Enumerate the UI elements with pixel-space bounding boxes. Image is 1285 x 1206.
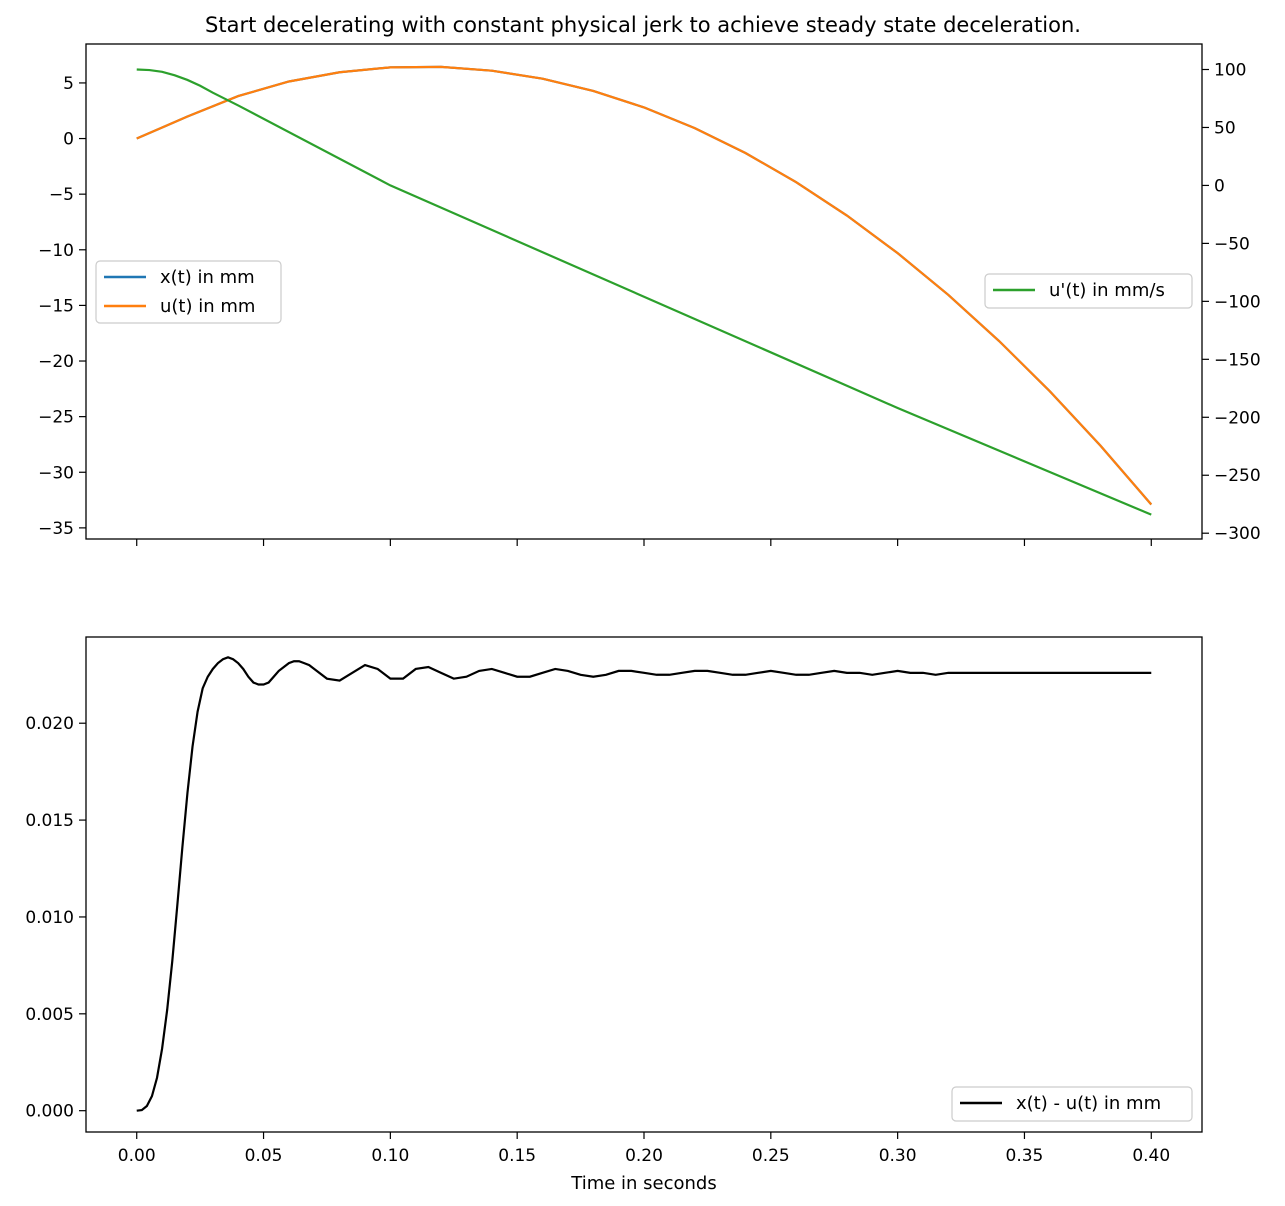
series-line-2 xyxy=(136,68,1152,516)
x-tick-label-7: 0.35 xyxy=(1006,1146,1044,1166)
chart-title: Start decelerating with constant physica… xyxy=(205,13,1081,37)
bottom-plot-frame xyxy=(85,636,1203,1133)
x-tick-label-5: 0.25 xyxy=(752,1146,790,1166)
bottom-legend-box xyxy=(951,1086,1193,1122)
x-axis-label: Time in seconds xyxy=(570,1173,716,1194)
x-tick-label-2: 0.10 xyxy=(371,1146,409,1166)
x-tick-label-1: 0.05 xyxy=(245,1146,283,1166)
top-right-legend-box xyxy=(984,273,1193,309)
right-y-tick-label-2: 0 xyxy=(1214,176,1225,196)
left-y-tick-label-6: −25 xyxy=(38,408,74,428)
x-tick-label-6: 0.30 xyxy=(879,1146,917,1166)
bottom-legend-label-0: x(t) - u(t) in mm xyxy=(1016,1093,1161,1114)
series-line-1 xyxy=(136,65,1153,506)
top-right-legend-label-0: u'(t) in mm/s xyxy=(1049,280,1165,301)
bottom-y-tick-label-4: 0.020 xyxy=(25,714,74,734)
right-y-tick-label-0: 100 xyxy=(1214,61,1246,81)
bottom-panel: 0.00 0.05 0.10 0.15 0.20 0.25 0.30 0.35 0.40 0.00… xyxy=(25,636,1203,1194)
bottom-y-tick-label-1: 0.005 xyxy=(25,1005,74,1025)
left-y-tick-label-5: −20 xyxy=(38,352,74,372)
left-y-tick-label-2: −5 xyxy=(49,185,74,205)
x-tick-label-4: 0.20 xyxy=(625,1146,663,1166)
difference-series-line xyxy=(136,656,1152,1112)
bottom-y-tick-label-2: 0.010 xyxy=(25,908,74,928)
right-y-tick-label-1: 50 xyxy=(1214,118,1236,138)
left-y-tick-label-3: −10 xyxy=(38,241,74,261)
left-y-tick-label-4: −15 xyxy=(38,296,74,316)
right-y-tick-label-4: −100 xyxy=(1214,292,1261,312)
left-y-tick-label-1: 0 xyxy=(63,130,74,150)
right-y-tick-label-6: −200 xyxy=(1214,408,1261,428)
x-tick-label-0: 0.00 xyxy=(118,1146,156,1166)
top-left-legend-label-0: x(t) in mm xyxy=(160,267,255,288)
right-y-tick-label-3: −50 xyxy=(1214,234,1250,254)
top-left-legend-label-1: u(t) in mm xyxy=(160,296,255,317)
x-tick-label-3: 0.15 xyxy=(498,1146,536,1166)
top-plot-frame xyxy=(85,43,1203,540)
x-tick-label-8: 0.40 xyxy=(1132,1146,1170,1166)
bottom-y-tick-label-3: 0.015 xyxy=(25,811,74,831)
left-y-tick-label-8: −35 xyxy=(38,519,74,539)
right-y-tick-label-5: −150 xyxy=(1214,350,1261,370)
right-y-tick-label-8: −300 xyxy=(1214,524,1261,544)
left-y-tick-label-7: −30 xyxy=(38,463,74,483)
left-y-tick-label-0: 5 xyxy=(63,74,74,94)
bottom-y-tick-label-0: 0.000 xyxy=(25,1102,74,1122)
right-y-tick-label-7: −250 xyxy=(1214,466,1261,486)
top-panel: 50−5−10−15−20−25−30−35100500−50−100−150−… xyxy=(38,43,1261,546)
